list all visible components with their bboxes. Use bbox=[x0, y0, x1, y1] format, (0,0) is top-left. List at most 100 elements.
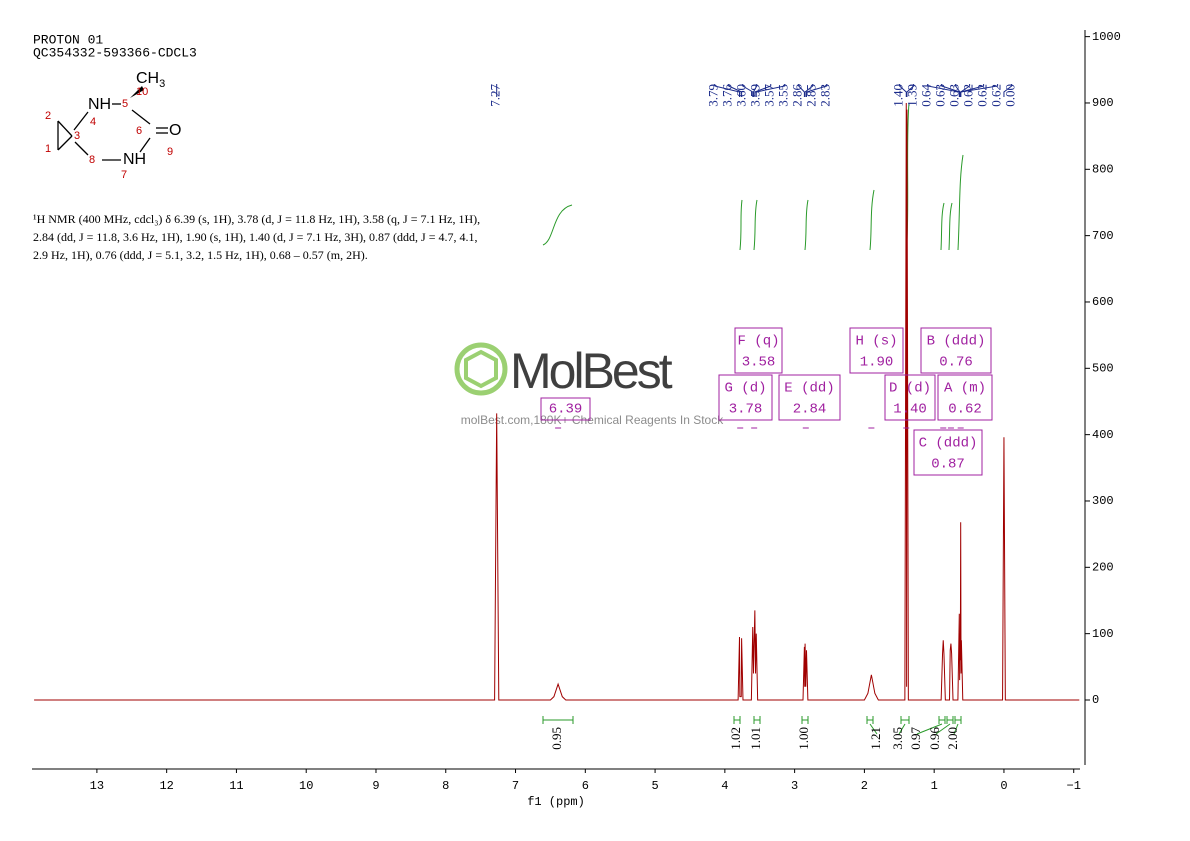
y-tick-label: 200 bbox=[1092, 560, 1114, 574]
integral-value: 0.95 bbox=[549, 727, 564, 750]
atom-number: 1 bbox=[45, 143, 51, 155]
integral-value: 1.01 bbox=[748, 727, 763, 750]
multiplet-shift: 0.76 bbox=[939, 355, 973, 371]
atom-label: CH3 bbox=[136, 70, 165, 90]
x-tick-label: 13 bbox=[90, 779, 104, 793]
multiplet-box bbox=[937, 374, 993, 421]
molecule-bonds bbox=[57, 103, 168, 161]
peak-label: 3.57 bbox=[762, 84, 777, 107]
peak-label: 1.39 bbox=[905, 84, 920, 107]
integral-bracket bbox=[866, 716, 874, 724]
multiplet-box bbox=[540, 397, 591, 421]
peak-label: 0.62 bbox=[975, 84, 990, 107]
description-line: 2.84 (dd, J = 11.8, 3.6 Hz, 1H), 1.90 (s… bbox=[33, 230, 478, 244]
y-tick-label: 0 bbox=[1092, 693, 1099, 707]
peak-leader bbox=[728, 84, 743, 97]
peak-label: 3.55 bbox=[776, 84, 791, 107]
x-tick-label: 2 bbox=[861, 779, 868, 793]
peak-label: 0.62 bbox=[989, 84, 1004, 107]
integral-leader bbox=[916, 723, 943, 735]
y-tick-label: 900 bbox=[1092, 96, 1114, 110]
multiplet-shift: 3.58 bbox=[742, 355, 776, 371]
integral-value: 1.00 bbox=[796, 727, 811, 750]
peak-label: 2.86 bbox=[790, 84, 805, 107]
x-tick-label: 5 bbox=[651, 779, 658, 793]
atom-numbers: 1 2 34 5 6 7 8 9 10 bbox=[45, 86, 173, 181]
peak-label: 3.79 bbox=[706, 84, 721, 107]
atom-number: 3 bbox=[74, 130, 80, 142]
peak-leader bbox=[906, 84, 915, 97]
integral-leader bbox=[898, 723, 906, 735]
multiplet-box bbox=[718, 374, 773, 421]
integral-bracket bbox=[946, 716, 954, 724]
description-line: ¹H NMR (400 MHz, cdcl₃) δ 6.39 (s, 1H), … bbox=[33, 212, 480, 226]
atom-number: 10 bbox=[136, 86, 148, 98]
multiplet-box bbox=[920, 327, 992, 374]
x-tick-label: 9 bbox=[372, 779, 379, 793]
peak-label: 3.60 bbox=[734, 84, 749, 107]
integral-bracket bbox=[954, 716, 962, 724]
description: ¹H NMR (400 MHz, cdcl₃) δ 6.39 (s, 1H), … bbox=[33, 212, 480, 262]
integral-leader bbox=[869, 723, 878, 735]
integral-bracket bbox=[542, 716, 574, 724]
multiplet-shift: 6.39 bbox=[549, 402, 583, 418]
peak-leader bbox=[805, 84, 828, 97]
multiplet-label: C (ddd) bbox=[919, 436, 978, 452]
x-tick-label: 11 bbox=[229, 779, 243, 793]
y-tick-label: 1000 bbox=[1092, 30, 1121, 44]
integral-bracket bbox=[938, 716, 946, 724]
multiplet-shift: 2.84 bbox=[793, 402, 827, 418]
integral-value: 3.05 bbox=[890, 727, 905, 750]
y-tick-label: 100 bbox=[1092, 627, 1114, 641]
y-tick-label: 600 bbox=[1092, 295, 1114, 309]
x-tick-label: 1 bbox=[931, 779, 938, 793]
integral-bracket bbox=[733, 716, 741, 724]
multiplet-box bbox=[913, 429, 983, 476]
peak-leader bbox=[755, 84, 786, 97]
spectrum-line bbox=[34, 102, 1080, 701]
atom-label: NH bbox=[123, 151, 146, 168]
multiplet-shift: 1.90 bbox=[860, 355, 894, 371]
integral-value: 0.96 bbox=[927, 727, 942, 750]
integral-value: 1.02 bbox=[728, 727, 743, 750]
peak-leader bbox=[798, 84, 805, 97]
multiplet-shift: 1.40 bbox=[893, 402, 927, 418]
integral-value: 0.97 bbox=[908, 727, 923, 750]
x-tick-label: 12 bbox=[159, 779, 173, 793]
multiplet-label: B (ddd) bbox=[927, 334, 986, 350]
peak-leader bbox=[754, 84, 772, 97]
atom-number: 7 bbox=[121, 169, 127, 181]
atom-number: 5 bbox=[122, 98, 128, 110]
multiplet-shift: 0.62 bbox=[948, 402, 982, 418]
x-tick-label: −1 bbox=[1067, 779, 1081, 793]
peak-label: 3.76 bbox=[720, 84, 735, 107]
spectrum-title: PROTON 01 bbox=[33, 32, 103, 47]
wedge-bond bbox=[130, 86, 144, 98]
x-tick-label: 7 bbox=[512, 779, 519, 793]
peak-label: 1.40 bbox=[891, 84, 906, 107]
x-tick-label: 4 bbox=[721, 779, 728, 793]
peak-label: 7.27 bbox=[488, 84, 503, 107]
watermark-brand: MolBest bbox=[510, 343, 673, 399]
peak-leader bbox=[1003, 84, 1013, 97]
atom-number: 8 bbox=[89, 154, 95, 166]
multiplet-box bbox=[734, 327, 783, 374]
atom-label: NH bbox=[88, 96, 111, 113]
atom-number: 6 bbox=[136, 125, 142, 137]
multiplet-label: A (m) bbox=[944, 381, 986, 397]
y-tick-label: 300 bbox=[1092, 494, 1114, 508]
multiplet-box bbox=[849, 327, 904, 374]
integral-leader bbox=[953, 723, 959, 735]
y-tick-label: 700 bbox=[1092, 229, 1114, 243]
integral-curves bbox=[542, 102, 964, 251]
peak-label: 0.64 bbox=[919, 84, 934, 107]
peak-leader bbox=[714, 84, 741, 97]
integral-bracket bbox=[801, 716, 809, 724]
description-line: 2.9 Hz, 1H), 0.76 (ddd, J = 5.1, 3.2, 1.… bbox=[33, 248, 368, 262]
multiplet-label: H (s) bbox=[855, 334, 897, 350]
multiplet-label: D (d) bbox=[889, 381, 931, 397]
peak-label: 2.83 bbox=[818, 84, 833, 107]
y-tick-label: 400 bbox=[1092, 428, 1114, 442]
peak-leader bbox=[742, 84, 754, 97]
